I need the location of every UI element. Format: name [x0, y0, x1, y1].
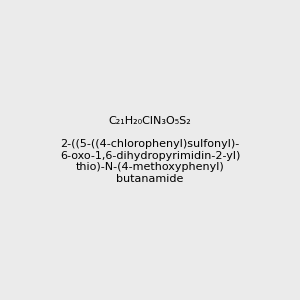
- Text: C₂₁H₂₀ClN₃O₅S₂

2-((5-((4-chlorophenyl)sulfonyl)-
6-oxo-1,6-dihydropyrimidin-2-y: C₂₁H₂₀ClN₃O₅S₂ 2-((5-((4-chlorophenyl)su…: [60, 116, 240, 184]
